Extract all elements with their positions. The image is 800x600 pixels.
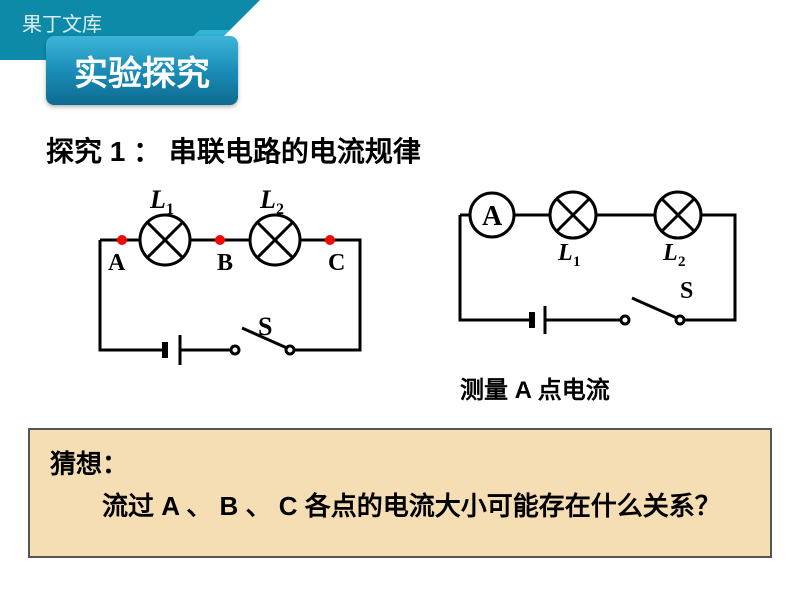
svg-text:A: A bbox=[482, 201, 503, 232]
svg-text:1: 1 bbox=[166, 201, 174, 218]
svg-text:L: L bbox=[259, 190, 276, 214]
svg-text:L: L bbox=[149, 190, 166, 214]
svg-text:1: 1 bbox=[573, 254, 581, 270]
svg-text:2: 2 bbox=[276, 201, 284, 218]
title-banner: 实验探究 bbox=[46, 36, 238, 105]
svg-text:A: A bbox=[108, 250, 126, 276]
svg-text:B: B bbox=[217, 250, 233, 276]
svg-text:L: L bbox=[662, 240, 678, 266]
svg-text:S: S bbox=[258, 312, 272, 341]
circuit-right-diagram: A L 1 L 2 S bbox=[440, 180, 760, 360]
circuit-area: L 1 L 2 A B C S A L 1 L 2 S bbox=[0, 180, 800, 420]
svg-text:S: S bbox=[680, 278, 693, 304]
question-label: 猜想： bbox=[50, 444, 750, 486]
question-body: 流过 A 、 B 、 C 各点的电流大小可能存在什么关系？ bbox=[50, 491, 721, 521]
svg-text:L: L bbox=[557, 240, 573, 266]
watermark-text: 果丁文库 bbox=[22, 8, 102, 37]
subtitle: 探究 1 ： 串联电路的电流规律 bbox=[46, 130, 421, 170]
svg-text:C: C bbox=[328, 250, 345, 276]
question-box: 猜想： 流过 A 、 B 、 C 各点的电流大小可能存在什么关系？ bbox=[28, 428, 772, 558]
svg-text:2: 2 bbox=[678, 254, 686, 270]
measure-text: 测量 A 点电流 bbox=[460, 370, 610, 405]
circuit-left-diagram: L 1 L 2 A B C S bbox=[80, 190, 390, 380]
